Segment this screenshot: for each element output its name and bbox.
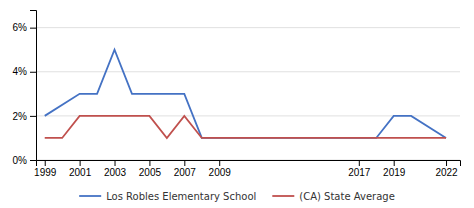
y-axis: 0% 2% 4% 6% xyxy=(13,11,37,166)
x-tick: 2001 xyxy=(69,160,92,178)
y-axis-line xyxy=(30,11,37,161)
legend-label: (CA) State Average xyxy=(299,191,395,202)
legend-item: Los Robles Elementary School xyxy=(79,191,256,202)
legend-item: (CA) State Average xyxy=(272,191,395,202)
x-tick: 2003 xyxy=(104,160,127,178)
x-tick-label: 2022 xyxy=(435,167,458,178)
x-tick-mark xyxy=(115,160,116,166)
x-tick: 1999 xyxy=(34,160,57,178)
series-line xyxy=(45,116,446,138)
legend-label: Los Robles Elementary School xyxy=(106,191,256,202)
x-tick-label: 1999 xyxy=(34,167,57,178)
y-tick-mark xyxy=(30,116,36,117)
y-tick: 6% xyxy=(13,22,36,33)
y-tick-mark xyxy=(30,72,36,73)
chart: 1999 2001 2003 2005 2007 2009 2017 2019 2022 0% 2%… xyxy=(0,0,474,208)
x-tick-mark xyxy=(184,160,185,166)
x-tick-label: 2019 xyxy=(383,167,406,178)
y-tick-mark xyxy=(30,28,36,29)
x-tick: 2019 xyxy=(383,160,406,178)
y-tick-label: 6% xyxy=(13,22,28,33)
x-tick-label: 2017 xyxy=(348,167,371,178)
x-tick: 2005 xyxy=(139,160,162,178)
plot: 1999 2001 2003 2005 2007 2009 2017 2019 2022 0% 2%… xyxy=(13,11,461,179)
x-tick-mark xyxy=(446,160,447,166)
series-line xyxy=(45,50,446,138)
x-axis-line xyxy=(37,161,461,167)
y-tick-mark xyxy=(30,160,36,161)
y-tick: 0% xyxy=(13,155,36,166)
x-tick-mark xyxy=(219,160,220,166)
legend-swatch xyxy=(79,195,101,197)
grid xyxy=(36,28,460,160)
x-tick-mark xyxy=(80,160,81,166)
x-tick-label: 2007 xyxy=(174,167,197,178)
x-tick-label: 2001 xyxy=(69,167,92,178)
x-tick: 2007 xyxy=(174,160,197,178)
x-tick-label: 2003 xyxy=(104,167,127,178)
x-tick-mark xyxy=(45,160,46,166)
x-tick-mark xyxy=(359,160,360,166)
grid-line xyxy=(36,71,460,72)
x-tick: 2017 xyxy=(348,160,371,178)
x-tick: 2022 xyxy=(435,160,458,178)
y-tick-label: 4% xyxy=(13,66,28,77)
x-tick-label: 2009 xyxy=(209,167,232,178)
y-tick-label: 2% xyxy=(13,111,28,122)
x-tick-mark xyxy=(394,160,395,166)
x-tick-label: 2005 xyxy=(139,167,162,178)
y-tick: 4% xyxy=(13,66,36,77)
y-tick: 2% xyxy=(13,111,36,122)
x-axis: 1999 2001 2003 2005 2007 2009 2017 2019 2022 xyxy=(34,160,460,178)
x-tick-mark xyxy=(149,160,150,166)
y-tick-label: 0% xyxy=(13,155,28,166)
grid-line xyxy=(36,27,460,28)
legend-swatch xyxy=(272,195,294,197)
legend: Los Robles Elementary School (CA) State A… xyxy=(79,191,395,202)
lines xyxy=(45,50,446,138)
x-tick: 2009 xyxy=(209,160,232,178)
